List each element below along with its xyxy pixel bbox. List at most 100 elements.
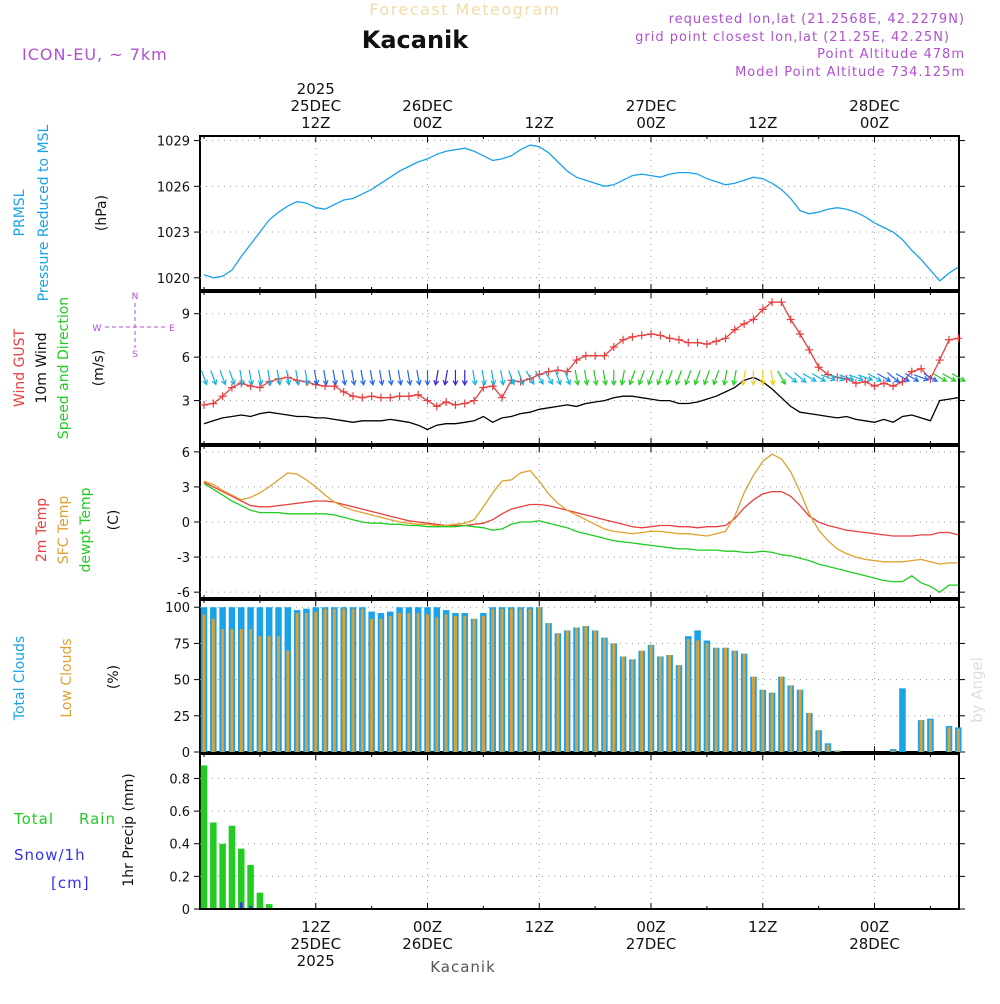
- low-cloud-bar: [221, 628, 225, 752]
- wind-arrow-shaft: [388, 369, 393, 385]
- low-cloud-bar: [332, 608, 336, 752]
- wind-arrow: [793, 372, 807, 384]
- low-cloud-bar: [928, 720, 932, 752]
- wind-arrow-shaft: [276, 369, 281, 385]
- low-cloud-bar: [351, 608, 355, 752]
- wind-arrow: [820, 374, 837, 382]
- gust-marker: [218, 392, 227, 401]
- panel-frame: [199, 291, 960, 445]
- total-cloud-bar: [899, 688, 906, 752]
- wind-arrow: [857, 374, 874, 382]
- low-cloud-bar: [770, 692, 774, 752]
- wind-arrow: [341, 369, 348, 387]
- requested-coords: requested lon,lat (21.2568E, 42.2279N): [669, 12, 965, 27]
- wind-arrow-head: [519, 379, 525, 386]
- top-time-label: 12Z: [748, 114, 777, 132]
- wind-arrow: [619, 369, 626, 387]
- wind-arrow: [397, 369, 404, 387]
- low-cloud-bar: [314, 611, 318, 752]
- wind-arrow-head: [913, 376, 920, 382]
- panel-0: 1020 1023 1026 1029: [157, 135, 965, 291]
- gust-marker: [712, 337, 721, 346]
- compass-north: N: [132, 292, 139, 302]
- wind-arrow: [285, 369, 292, 387]
- gust-marker: [805, 345, 814, 354]
- wind-arrow: [406, 369, 413, 387]
- low-cloud-bar: [826, 744, 830, 752]
- low-cloud-bar: [947, 727, 951, 752]
- wind-arrow-head: [702, 379, 709, 386]
- series-line-sfc-temp: [203, 453, 959, 565]
- gust-marker: [768, 298, 777, 307]
- low-cloud-bar: [491, 608, 495, 752]
- wind-arrow: [525, 370, 535, 385]
- gust-marker: [498, 393, 507, 402]
- wind-arrow-shaft: [802, 373, 817, 382]
- low-cloud-bar: [668, 655, 672, 752]
- wind-arrow-head: [461, 380, 468, 387]
- total-clouds-label: Total Clouds: [12, 636, 28, 721]
- wind-arrow-shaft: [887, 372, 900, 383]
- wind-arrow-shaft: [666, 370, 673, 385]
- low-cloud-bar: [249, 628, 252, 752]
- wind-arrow-head: [848, 375, 855, 382]
- low-cloud-bar: [677, 665, 681, 752]
- wind-arrow-head: [304, 379, 310, 387]
- y-tick-label: 0: [182, 746, 190, 761]
- wind-arrow-shaft: [647, 370, 655, 385]
- wind-arrow-head: [350, 379, 357, 387]
- low-cloud-bar: [779, 676, 783, 752]
- wind-arrow-shaft: [285, 369, 290, 385]
- wind-arrow-shaft: [544, 370, 553, 385]
- bottom-time-label: 12Z: [525, 918, 554, 936]
- wind-arrow-head: [820, 376, 827, 382]
- wind-arrow-head: [230, 379, 236, 386]
- gust-marker: [935, 356, 944, 365]
- wind-arrow: [574, 369, 580, 387]
- snow-bar: [249, 905, 252, 909]
- low-cloud-bar: [528, 608, 532, 752]
- wind-arrow-shaft: [444, 369, 449, 385]
- prmsl-label: PRMSL: [12, 189, 28, 236]
- low-cloud-bar: [426, 614, 429, 752]
- gust-marker: [796, 329, 805, 338]
- wind-arrow-head: [406, 379, 413, 387]
- wind-arrow-shaft: [525, 370, 535, 385]
- wind-arrow-shaft: [416, 369, 421, 385]
- gust-marker: [349, 392, 358, 401]
- gust-marker: [628, 332, 637, 341]
- low-cloud-bar: [472, 618, 476, 752]
- gust-marker: [451, 400, 460, 409]
- wind-arrow: [583, 369, 590, 387]
- low-cloud-bar: [696, 640, 700, 752]
- wind-arrow-shaft: [239, 369, 244, 385]
- low-cloud-bar: [537, 607, 541, 752]
- top-time-label: 2025: [297, 80, 335, 98]
- bottom-time-label: 28DEC: [849, 935, 900, 953]
- wind-arrow: [693, 370, 701, 386]
- wind-arrow: [378, 369, 385, 387]
- wind-arrow-shaft: [820, 374, 836, 381]
- wind-arrow-shaft: [685, 370, 692, 385]
- wind-arrow-shaft: [713, 370, 720, 385]
- wind-arrow: [517, 370, 525, 386]
- gust-marker: [674, 335, 683, 344]
- wind-arrow: [313, 369, 320, 387]
- wind-arrow: [592, 369, 599, 387]
- top-time-label: 26DEC: [402, 97, 453, 115]
- wind-arrow: [887, 372, 900, 384]
- wind-arrow-head: [415, 379, 422, 387]
- wind-arrow: [534, 370, 544, 385]
- wind-arrow-head: [903, 376, 911, 382]
- y-tick-label: 0.2: [169, 870, 190, 885]
- series-line-wind-gust: [203, 301, 959, 408]
- wind-arrow-head: [740, 379, 747, 387]
- gust-marker: [907, 367, 916, 376]
- low-cloud-bar: [444, 614, 448, 752]
- wind-arrow: [932, 373, 948, 382]
- wind-arrow: [740, 369, 747, 387]
- low-cloud-bar: [454, 615, 457, 752]
- wind-arrow-head: [675, 379, 681, 386]
- wind-arrow: [210, 370, 218, 386]
